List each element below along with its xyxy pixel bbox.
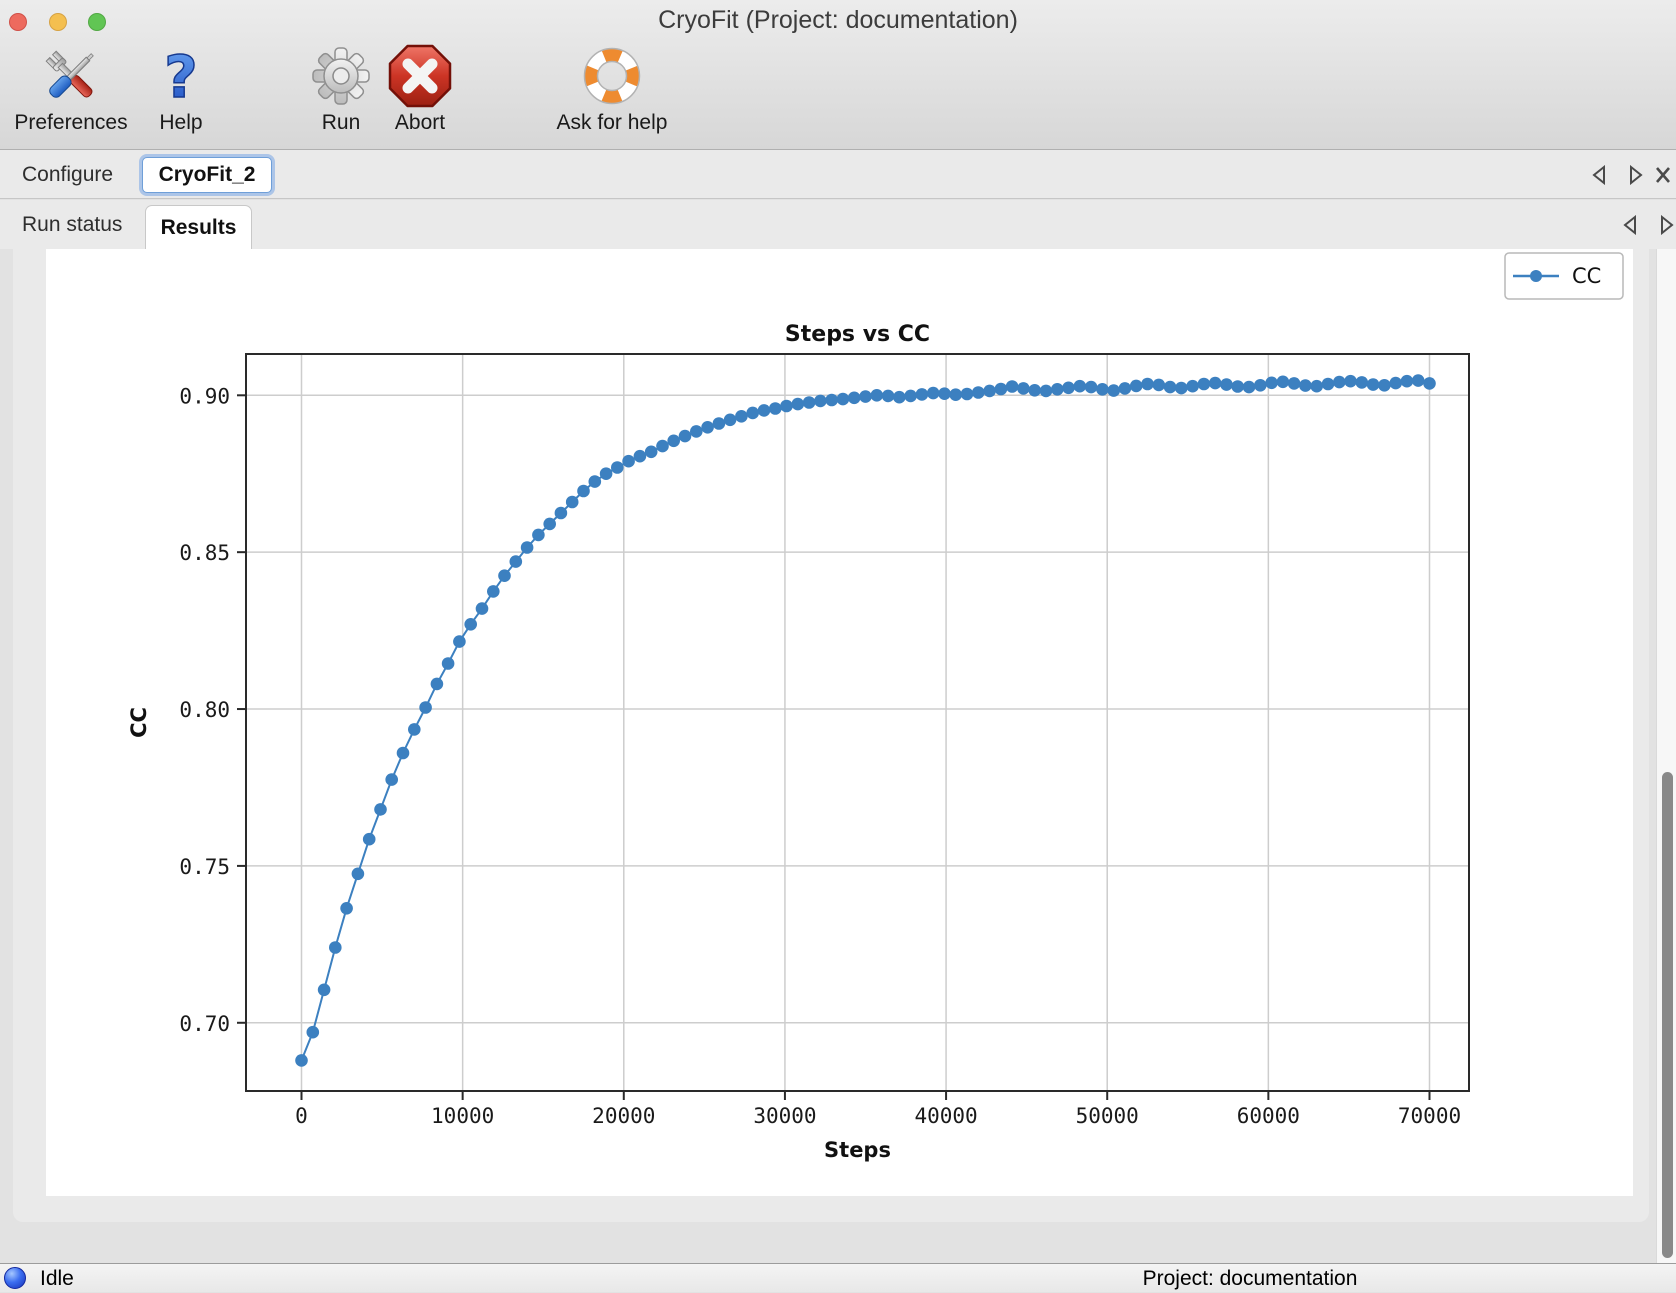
chart-title: Steps vs CC [785,322,930,347]
gear-icon [309,44,373,108]
abort-icon [388,44,452,108]
cc-series-line [300,379,1430,1061]
svg-text:?: ? [164,44,198,108]
svg-text:40000: 40000 [914,1104,977,1128]
svg-text:CC: CC [1572,264,1601,288]
question-icon: ? [149,42,213,112]
tab-results[interactable]: Results [145,205,252,249]
subtab-scroll-left-icon[interactable] [1617,200,1643,249]
ask-for-help-label: Ask for help [556,111,668,134]
subtab-scroll-right-icon[interactable] [1654,200,1676,249]
preferences-button[interactable]: Preferences [8,44,134,148]
life-ring-icon [580,44,644,108]
svg-text:0: 0 [295,1104,308,1128]
steps-vs-cc-figure: 0 10000 20000 30000 40000 50000 60000 70000 0.90… [46,249,1633,1196]
status-text: Idle [40,1267,74,1290]
abort-button[interactable]: Abort [384,44,456,148]
tab-scroll-right-icon[interactable] [1623,150,1649,199]
plot-scroll-area: 0 10000 20000 30000 40000 50000 60000 70000 0.90… [13,249,1649,1222]
minimize-traffic-light[interactable] [49,13,67,31]
chart-canvas: 0 10000 20000 30000 40000 50000 60000 70000 0.90… [127,252,1624,1162]
tab-run-status[interactable]: Run status [22,213,123,236]
abort-label: Abort [394,111,446,134]
svg-text:0.85: 0.85 [179,541,230,565]
svg-text:20000: 20000 [592,1104,655,1128]
y-axis-label: CC [127,707,151,738]
ask-for-help-button[interactable]: Ask for help [546,44,678,148]
chart-legend: CC [1504,252,1624,300]
run-button[interactable]: Run [305,44,377,148]
svg-text:50000: 50000 [1076,1104,1139,1128]
window-title: CryoFit (Project: documentation) [658,6,1018,34]
svg-text:30000: 30000 [753,1104,816,1128]
svg-text:10000: 10000 [431,1104,494,1128]
tab-cryofit-2[interactable]: CryoFit_2 [142,157,272,193]
svg-text:0.90: 0.90 [179,384,230,408]
svg-text:0.70: 0.70 [179,1012,230,1036]
vertical-scrollbar[interactable] [1656,249,1676,1263]
tab-close-icon[interactable] [1650,150,1676,199]
svg-text:70000: 70000 [1398,1104,1461,1128]
status-project: Project: documentation [1142,1267,1358,1290]
window-chrome: CryoFit (Project: documentation) [0,0,1676,150]
title-bar: CryoFit (Project: documentation) [0,0,1676,40]
svg-text:60000: 60000 [1237,1104,1300,1128]
help-label: Help [159,111,203,134]
results-tab-bar: Run status Results [0,200,1676,249]
help-button[interactable]: ? Help [145,42,217,148]
tab-configure[interactable]: Configure [22,163,114,186]
x-axis-label: Steps [824,1138,891,1162]
zoom-traffic-light[interactable] [88,13,106,31]
svg-text:0.80: 0.80 [179,698,230,722]
scrollbar-thumb[interactable] [1662,772,1673,1258]
run-label: Run [321,111,361,134]
tools-icon [39,44,103,108]
status-bar: Idle Project: documentation [0,1263,1676,1292]
svg-text:0.75: 0.75 [179,855,230,879]
close-traffic-light[interactable] [9,13,27,31]
config-tab-bar: Configure CryoFit_2 [0,150,1676,199]
status-indicator-icon [4,1267,26,1289]
preferences-label: Preferences [14,111,128,134]
results-panel: 0 10000 20000 30000 40000 50000 60000 70000 0.90… [0,249,1676,1263]
tab-scroll-left-icon[interactable] [1586,150,1612,199]
